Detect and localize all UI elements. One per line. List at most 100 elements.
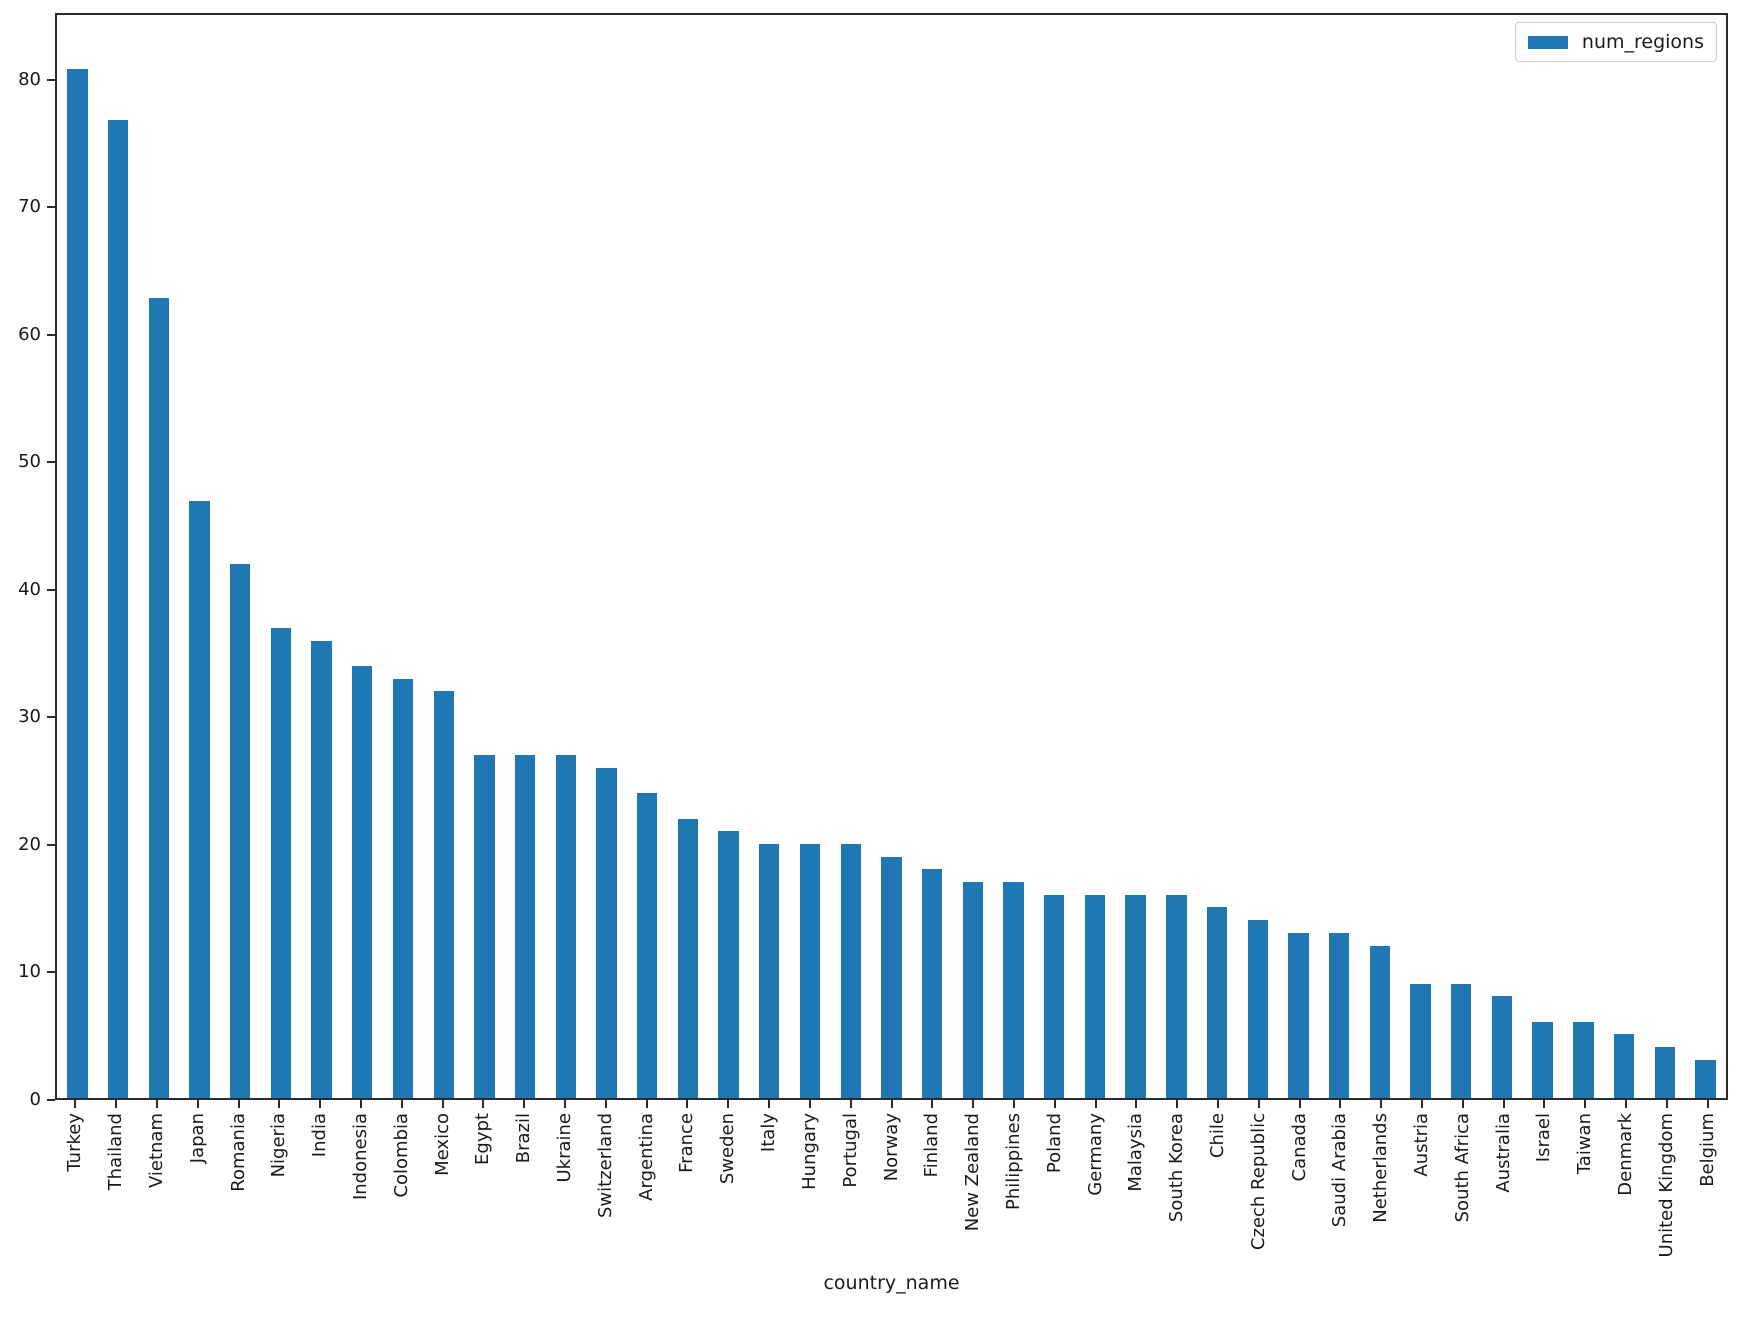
- bar-slot: [749, 15, 790, 1098]
- bar-france: [677, 818, 699, 1098]
- bar-norway: [881, 856, 902, 1098]
- x-tick-label-ukraine: Ukraine: [554, 1113, 576, 1183]
- x-tick-label-canada: Canada: [1288, 1113, 1310, 1182]
- bar-slot: [220, 15, 261, 1098]
- bars-container: [57, 15, 1726, 1098]
- x-tick-mark: [1094, 1100, 1097, 1108]
- x-tick-label-belgium: Belgium: [1696, 1113, 1718, 1187]
- x-tick-mark: [441, 1100, 444, 1108]
- bar-slot: [342, 15, 383, 1098]
- x-tick-label-australia: Australia: [1492, 1113, 1514, 1193]
- bar-slot: [423, 15, 464, 1098]
- bar-slot: [790, 15, 831, 1098]
- bar-netherlands: [1369, 945, 1391, 1098]
- bar-brazil: [514, 755, 536, 1098]
- x-tick-label-netherlands: Netherlands: [1370, 1113, 1392, 1223]
- bar-germany: [1084, 894, 1106, 1098]
- x-tick-mark: [686, 1100, 689, 1108]
- bar-slot: [627, 15, 668, 1098]
- x-tick-label-philippines: Philippines: [1002, 1113, 1024, 1210]
- bar-slot: [668, 15, 709, 1098]
- x-tick-label-romania: Romania: [227, 1113, 249, 1192]
- x-tick-label-sweden: Sweden: [717, 1113, 739, 1185]
- x-tick-label-vietnam: Vietnam: [146, 1113, 167, 1189]
- bar-slot: [1278, 15, 1319, 1098]
- bar-slot: [1563, 15, 1604, 1098]
- x-tick-mark: [115, 1100, 118, 1108]
- x-tick-mark: [1624, 1100, 1627, 1108]
- x-tick-mark: [1053, 1100, 1056, 1108]
- x-tick-label-norway: Norway: [880, 1113, 902, 1182]
- y-tick-mark: [47, 843, 55, 846]
- x-tick-label-finland: Finland: [921, 1113, 943, 1178]
- bar-poland: [1044, 894, 1065, 1098]
- bar-slot: [138, 15, 179, 1098]
- x-tick-mark: [278, 1100, 281, 1108]
- bar-slot: [1197, 15, 1238, 1098]
- bar-slot: [98, 15, 139, 1098]
- bar-slot: [1604, 15, 1645, 1098]
- y-tick-label: 80: [18, 68, 41, 90]
- bar-saudi-arabia: [1328, 932, 1350, 1098]
- y-tick-label: 50: [18, 451, 41, 473]
- x-tick-label-portugal: Portugal: [839, 1113, 861, 1188]
- bar-india: [311, 640, 332, 1098]
- x-tick-label-hungary: Hungary: [798, 1113, 820, 1190]
- x-tick-mark: [1461, 1100, 1464, 1108]
- x-tick-mark: [768, 1100, 771, 1108]
- x-tick-mark: [1135, 1100, 1138, 1108]
- x-tick-label-poland: Poland: [1043, 1113, 1065, 1174]
- y-tick-label: 70: [18, 196, 41, 218]
- x-tick-mark: [972, 1100, 975, 1108]
- y-tick-mark: [47, 716, 55, 719]
- x-tick-mark: [564, 1100, 567, 1108]
- bar-slot: [57, 15, 98, 1098]
- bar-slot: [1685, 15, 1726, 1098]
- x-tick-label-austria: Austria: [1410, 1113, 1432, 1177]
- y-tick-mark: [47, 333, 55, 336]
- y-tick-mark: [47, 78, 55, 81]
- bar-slot: [383, 15, 424, 1098]
- x-tick-label-chile: Chile: [1206, 1113, 1228, 1159]
- x-tick-label-japan: Japan: [186, 1113, 208, 1164]
- bar-slot: [545, 15, 586, 1098]
- bar-italy: [759, 843, 780, 1098]
- y-tick-label: 0: [29, 1089, 41, 1110]
- bar-austria: [1410, 983, 1431, 1098]
- bar-slot: [179, 15, 220, 1098]
- x-tick-label-nigeria: Nigeria: [268, 1113, 290, 1178]
- bar-united-kingdom: [1654, 1047, 1675, 1098]
- bar-slot: [1115, 15, 1156, 1098]
- x-tick-label-india: India: [309, 1113, 331, 1158]
- bar-argentina: [637, 793, 658, 1098]
- x-tick-label-colombia: Colombia: [390, 1113, 412, 1198]
- bar-japan: [189, 500, 210, 1098]
- x-tick-label-italy: Italy: [758, 1113, 780, 1153]
- x-tick-mark: [1216, 1100, 1219, 1108]
- bar-slot: [912, 15, 953, 1098]
- bar-slot: [952, 15, 993, 1098]
- x-tick-label-israel: Israel: [1533, 1113, 1555, 1163]
- x-tick-label-indonesia: Indonesia: [350, 1113, 372, 1201]
- x-tick-label-france: France: [676, 1113, 698, 1173]
- bar-ukraine: [555, 755, 576, 1098]
- bar-slot: [464, 15, 505, 1098]
- x-tick-label-saudi-arabia: Saudi Arabia: [1329, 1113, 1351, 1228]
- y-tick-label: 40: [18, 578, 41, 600]
- bar-colombia: [392, 678, 414, 1098]
- bar-slot: [1156, 15, 1197, 1098]
- y-tick-mark: [47, 1099, 55, 1101]
- bar-slot: [261, 15, 302, 1098]
- x-tick-mark: [156, 1100, 158, 1108]
- x-tick-mark: [1706, 1100, 1709, 1108]
- y-tick-mark: [47, 588, 55, 591]
- bar-switzerland: [596, 767, 617, 1098]
- x-tick-mark: [890, 1100, 893, 1108]
- bar-romania: [229, 564, 251, 1098]
- y-tick-label: 20: [18, 833, 41, 855]
- x-tick-mark: [1012, 1100, 1015, 1108]
- bar-slot: [1034, 15, 1075, 1098]
- bar-sweden: [718, 831, 739, 1098]
- bar-portugal: [840, 843, 861, 1098]
